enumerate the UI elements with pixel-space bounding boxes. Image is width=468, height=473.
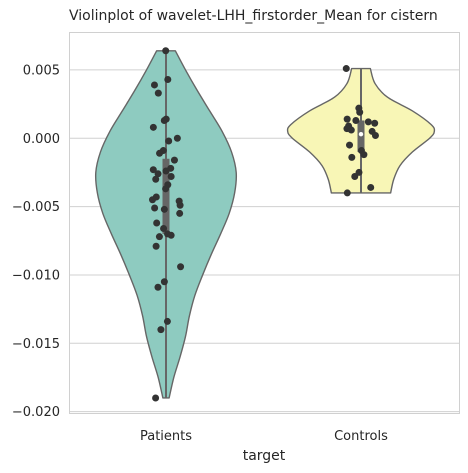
y-tick-label: 0.005 — [23, 63, 60, 78]
data-point — [162, 185, 170, 193]
data-point — [152, 175, 160, 183]
data-point — [367, 183, 375, 191]
data-point — [343, 115, 351, 123]
data-point — [346, 141, 354, 149]
data-point — [170, 156, 178, 164]
data-point — [343, 189, 351, 197]
iqr-box-patients — [162, 158, 170, 234]
data-point — [149, 166, 157, 174]
data-point — [162, 167, 170, 175]
data-point — [153, 219, 161, 227]
data-point — [356, 108, 364, 116]
y-tick-label: 0.000 — [23, 132, 60, 147]
x-axis-label: target — [243, 448, 286, 464]
data-point — [371, 132, 379, 140]
data-point — [149, 196, 157, 204]
data-point — [164, 75, 172, 83]
data-point — [152, 394, 160, 402]
x-tick-label: Controls — [334, 429, 388, 444]
data-point — [155, 233, 163, 241]
data-point — [151, 204, 159, 212]
y-tick-label: −0.020 — [12, 405, 60, 420]
y-tick-label: −0.015 — [12, 337, 60, 352]
median-marker-controls — [358, 131, 364, 137]
data-point — [167, 173, 175, 181]
data-point — [162, 47, 170, 55]
plot-frame — [69, 32, 460, 414]
data-point — [348, 153, 356, 161]
data-point — [371, 119, 379, 127]
data-point — [154, 170, 162, 178]
data-point — [173, 134, 181, 142]
violins — [94, 50, 436, 399]
y-tick-label: −0.005 — [12, 200, 60, 215]
data-point — [160, 224, 168, 232]
x-tick-labels: Patients Controls — [140, 429, 388, 444]
data-point — [167, 231, 175, 239]
data-point — [156, 149, 164, 157]
data-points — [149, 47, 379, 402]
data-point — [165, 137, 173, 145]
data-point — [360, 151, 368, 159]
data-point — [162, 115, 170, 123]
data-point — [177, 263, 185, 271]
data-point — [351, 173, 359, 181]
data-point — [347, 126, 355, 134]
data-point — [154, 89, 162, 97]
x-tick-label: Patients — [140, 429, 192, 444]
y-tick-labels: −0.020 −0.015 −0.010 −0.005 0.000 0.005 — [12, 63, 60, 420]
data-point — [157, 326, 165, 334]
data-point — [152, 242, 160, 250]
data-point — [150, 81, 158, 89]
data-point — [352, 116, 360, 124]
data-point — [160, 278, 168, 286]
data-point — [342, 65, 350, 73]
data-point — [176, 201, 184, 209]
data-point — [154, 283, 162, 291]
data-point — [176, 209, 184, 217]
data-point — [163, 317, 171, 325]
data-point — [149, 123, 157, 131]
data-point — [160, 205, 168, 213]
data-point — [364, 118, 372, 126]
y-tick-label: −0.010 — [12, 268, 60, 283]
chart-title: Violinplot of wavelet-LHH_firstorder_Mea… — [69, 8, 438, 24]
